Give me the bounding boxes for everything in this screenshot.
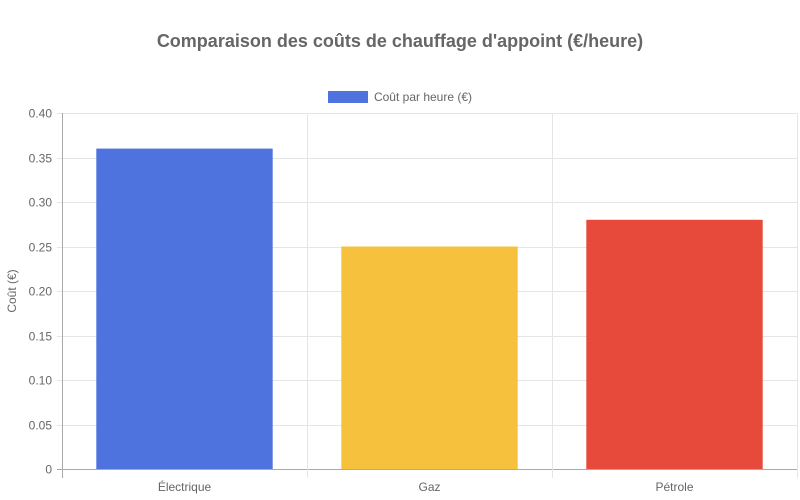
chart-title: Comparaison des coûts de chauffage d'app… — [156, 31, 644, 51]
y-tick-label: 0.20 — [29, 285, 53, 299]
legend-label: Coût par heure (€) — [373, 90, 473, 104]
y-tick-label: 0 — [45, 463, 52, 477]
x-tick-label: Électrique — [158, 479, 212, 494]
bar-0 — [96, 148, 273, 469]
bar-2 — [586, 219, 763, 469]
y-tick-label: 0.30 — [29, 196, 53, 210]
y-tick-label: 0.05 — [29, 419, 53, 433]
legend-swatch — [327, 91, 368, 103]
y-tick-label: 0.40 — [29, 107, 53, 121]
y-tick-label: 0.15 — [29, 330, 53, 344]
bar-1 — [341, 246, 518, 469]
x-tick-label: Gaz — [418, 480, 440, 494]
x-tick-label: Pétrole — [655, 480, 693, 494]
y-tick-label: 0.25 — [29, 241, 53, 255]
y-tick-label: 0.10 — [29, 374, 53, 388]
y-tick-label: 0.35 — [29, 152, 53, 166]
legend[interactable]: Coût par heure (€) — [0, 90, 800, 104]
